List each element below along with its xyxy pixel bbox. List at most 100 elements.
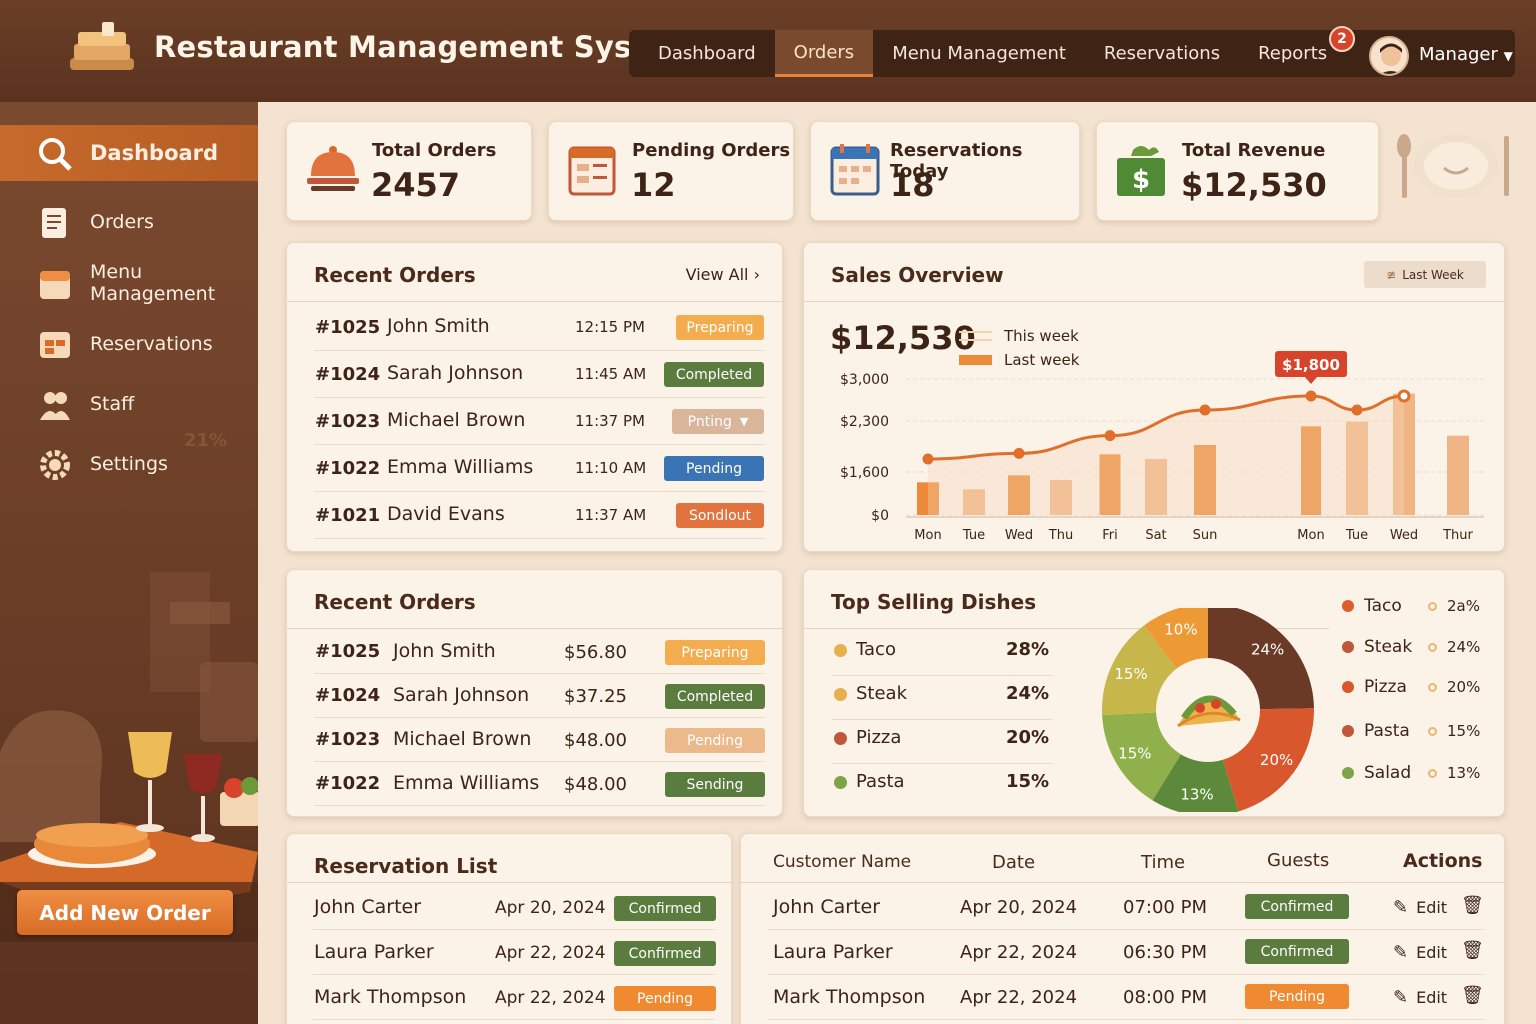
nav-reports[interactable]: Reports — [1258, 43, 1328, 64]
table-row[interactable]: Laura Parker Apr 22, 2024 Confirmed — [313, 930, 716, 975]
bar[interactable] — [917, 482, 939, 515]
y-tick-label: $2,300 — [840, 414, 889, 430]
list-item: Steak 24% — [832, 676, 1052, 720]
legend-ring — [1428, 601, 1437, 611]
sidebar-item-dashboard[interactable]: Dashboard — [0, 125, 258, 181]
edit-button[interactable]: ✎ Edit — [1393, 942, 1447, 963]
order-id: #1022 — [315, 458, 381, 479]
last-week-filter[interactable]: ≇ Last Week — [1364, 261, 1486, 288]
edit-button[interactable]: ✎ Edit — [1393, 897, 1447, 918]
line-point[interactable] — [1199, 404, 1211, 416]
line-point[interactable] — [1104, 430, 1116, 442]
bar[interactable] — [1194, 445, 1216, 515]
status-badge: Preparing — [665, 640, 765, 665]
pie-slice-label: 24% — [1251, 640, 1284, 658]
reservation-time: 07:00 PM — [1123, 897, 1207, 918]
table-row[interactable]: #1025 John Smith 12:15 PM Preparing — [314, 305, 764, 351]
bar[interactable] — [1447, 435, 1469, 515]
reservation-date: Apr 22, 2024 — [495, 943, 606, 963]
line-point[interactable] — [1013, 447, 1025, 459]
list-item: Pizza 20% — [832, 720, 1052, 764]
bar[interactable] — [1145, 459, 1167, 515]
avatar[interactable] — [1369, 36, 1409, 76]
table-row[interactable]: #1023 Michael Brown $48.00 Pending — [314, 718, 765, 762]
nav-orders[interactable]: Orders — [774, 30, 874, 77]
table-row[interactable]: #1021 David Evans 11:37 AM Sondlout — [314, 493, 764, 539]
color-dot — [1342, 600, 1354, 612]
sidebar-item-label: Reservations — [90, 333, 213, 355]
column-header-date: Date — [992, 852, 1036, 873]
status-label: Completed — [675, 366, 753, 383]
bar[interactable] — [1346, 421, 1368, 515]
table-row[interactable]: #1022 Emma Williams $48.00 Sending — [314, 762, 765, 806]
divider — [287, 628, 782, 629]
user-menu[interactable]: Manager ▼ — [1419, 44, 1513, 65]
table-row[interactable]: John Carter Apr 20, 2024 Confirmed — [313, 885, 716, 930]
restaurant-illustration — [0, 572, 258, 942]
legend-this-week: This week — [959, 327, 1079, 345]
table-row[interactable]: #1024 Sarah Johnson 11:45 AM Completed — [314, 352, 764, 398]
line-point[interactable] — [1305, 390, 1317, 402]
status-label: Preparing — [686, 319, 754, 336]
panel-title: Sales Overview — [831, 263, 1004, 287]
order-amount: $56.80 — [564, 642, 627, 663]
trash-icon[interactable]: 🗑 — [1461, 940, 1484, 961]
sidebar-item-settings[interactable]: Settings — [0, 436, 258, 492]
line-point[interactable] — [1397, 389, 1411, 403]
nav-menu-management[interactable]: Menu Management — [892, 43, 1066, 64]
table-row[interactable]: Mark Thompson Apr 22, 2024 08:00 PM Pending… — [767, 975, 1484, 1020]
reservation-list-panel: Reservation List John Carter Apr 20, 2024… — [286, 833, 732, 1024]
sidebar-item-reservations[interactable]: Reservations — [0, 316, 258, 372]
table-row[interactable]: John Carter Apr 20, 2024 07:00 PM Confirmed… — [767, 885, 1484, 930]
table-row[interactable]: #1025 John Smith $56.80 Preparing — [314, 630, 765, 674]
bar[interactable] — [1393, 393, 1415, 515]
stat-card-total-orders: Total Orders 2457 — [286, 121, 532, 221]
reservation-date: Apr 22, 2024 — [495, 988, 606, 1008]
line-point[interactable] — [1351, 404, 1363, 416]
sidebar-item-menu-management[interactable]: Menu Management — [0, 255, 258, 311]
table-row[interactable]: Mark Thompson Apr 22, 2024 Pending — [313, 975, 716, 1020]
pie-slice-label: 15% — [1118, 744, 1151, 762]
nav-reservations[interactable]: Reservations — [1103, 43, 1221, 64]
reservation-date: Apr 20, 2024 — [495, 898, 606, 918]
sidebar-item-orders[interactable]: Orders — [0, 194, 258, 250]
x-tick-label: Mon — [1297, 528, 1324, 543]
bar[interactable] — [1008, 475, 1030, 515]
reservation-time: 08:00 PM — [1123, 987, 1207, 1008]
status-badge: Completed — [665, 684, 765, 709]
status-badge: Completed — [664, 362, 764, 387]
pie-slice[interactable] — [1152, 710, 1239, 812]
pie-slice-label: 13% — [1180, 785, 1213, 803]
table-row[interactable]: Laura Parker Apr 22, 2024 06:30 PM Confirme… — [767, 930, 1484, 975]
calendar-icon — [830, 144, 880, 196]
nav-dashboard[interactable]: Dashboard — [658, 43, 756, 64]
calendar-icon — [40, 332, 70, 358]
sidebar-item-staff[interactable]: Staff — [0, 376, 258, 432]
user-name: Manager — [1419, 44, 1498, 65]
sidebar-item-label: Menu Management — [90, 261, 216, 305]
order-id: #1025 — [315, 317, 381, 338]
customer-name: Michael Brown — [393, 728, 532, 750]
bar[interactable] — [1050, 480, 1072, 515]
color-dot — [834, 688, 847, 701]
edit-button[interactable]: ✎ Edit — [1393, 987, 1447, 1008]
notification-badge[interactable]: 2 — [1329, 26, 1355, 52]
table-row[interactable]: #1023 Michael Brown 11:37 PM Pnting ▼ — [314, 399, 764, 445]
bar[interactable] — [1301, 426, 1321, 515]
recent-orders-amount-panel: Recent Orders #1025 John Smith $56.80 Prepa… — [286, 569, 783, 817]
line-point[interactable] — [922, 453, 934, 465]
customer-name: Sarah Johnson — [387, 362, 524, 384]
table-row[interactable]: #1024 Sarah Johnson $37.25 Completed — [314, 674, 765, 718]
trend-icon: ≇ — [1386, 267, 1397, 282]
pencil-icon: ✎ — [1393, 987, 1409, 1008]
bar[interactable] — [963, 489, 985, 515]
color-dot — [1342, 681, 1354, 693]
status-badge[interactable]: Pnting ▼ — [672, 409, 764, 434]
table-row[interactable]: #1022 Emma Williams 11:10 AM Pending — [314, 446, 764, 492]
add-new-order-button[interactable]: Add New Order — [17, 890, 233, 935]
trash-icon[interactable]: 🗑 — [1461, 895, 1484, 916]
bar[interactable] — [1099, 454, 1121, 515]
trash-icon[interactable]: 🗑 — [1461, 985, 1484, 1006]
view-all-link[interactable]: View All › — [686, 265, 760, 284]
status-badge: Confirmed — [1245, 894, 1349, 919]
